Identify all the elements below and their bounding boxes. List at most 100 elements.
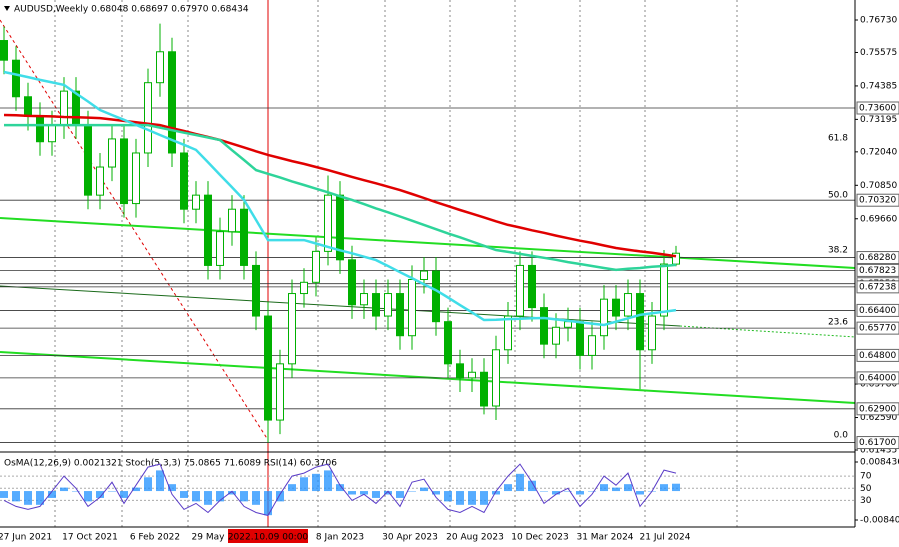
candle-body [492, 349, 500, 407]
osma-bar [84, 491, 92, 502]
osma-bar [228, 491, 236, 495]
candle-body [120, 138, 128, 205]
candle-body [276, 363, 284, 421]
osma-bar [168, 484, 176, 492]
candle-body [420, 270, 428, 280]
level-label: 0.66400 [859, 306, 896, 316]
y-tick-label: 0.73195 [860, 115, 897, 125]
osma-bar [420, 487, 428, 492]
candle-body [468, 371, 476, 379]
candle-body [96, 166, 104, 196]
candle-body [540, 307, 548, 345]
osma-bar [588, 491, 596, 492]
osma-bar [48, 491, 56, 498]
candle-body [264, 315, 272, 421]
indicator-level-label: 70 [860, 472, 872, 482]
candle-body [108, 138, 116, 168]
candle-body [60, 90, 68, 126]
candle-body [300, 281, 308, 295]
trendline [0, 217, 856, 269]
osma-bar [108, 491, 116, 492]
osma-bar [456, 491, 464, 505]
x-tick-label: 8 Jan 2023 [316, 533, 364, 543]
osma-bar [492, 491, 500, 495]
candle-body [636, 293, 644, 351]
level-label-box [856, 251, 899, 265]
candle-body [252, 264, 260, 317]
candle-body [600, 298, 608, 337]
level-label: 0.73600 [859, 103, 896, 113]
fib-label: 38.2 [828, 246, 848, 256]
candle-body [648, 315, 656, 351]
candle-body [384, 293, 392, 317]
candle-body [588, 335, 596, 356]
level-label-box [856, 321, 899, 335]
fib-label: 0.0 [834, 431, 849, 441]
candle-body [660, 263, 668, 317]
candle-body [576, 321, 584, 356]
y-tick-label: 0.75575 [860, 48, 897, 58]
y-tick-label: 0.61435 [860, 446, 897, 456]
osma-bar [624, 484, 632, 492]
level-label: 0.65770 [859, 324, 896, 334]
fib-label: 23.6 [828, 318, 848, 328]
candle-body [372, 293, 380, 317]
candle-body [504, 315, 512, 351]
osma-bar [612, 487, 620, 492]
candle-body [456, 363, 464, 379]
candle-body [516, 264, 524, 317]
level-label-box [856, 263, 899, 277]
osma-bar [252, 491, 260, 505]
level-label-box [856, 402, 899, 416]
y-tick-label: 0.69660 [860, 214, 897, 224]
osma-bar [288, 484, 296, 492]
osma-bar [180, 491, 188, 498]
candle-body [348, 259, 356, 306]
level-label: 0.67823 [859, 266, 896, 276]
x-tick-label: 31 Mar 2024 [576, 533, 633, 543]
indicator-tick-label: 0.0084368 [860, 458, 899, 468]
osma-bar [216, 491, 224, 502]
osma-bar [504, 484, 512, 492]
level-label: 0.64800 [859, 351, 896, 361]
osma-bar [480, 491, 488, 505]
y-tick-label: 0.63780 [860, 380, 897, 390]
osma-bar [348, 491, 356, 495]
candle-body [324, 194, 332, 252]
level-label: 0.70320 [859, 196, 896, 206]
candle-body [132, 152, 140, 205]
x-tick-label: 30 Apr 2023 [382, 533, 438, 543]
moving-average [3, 113, 677, 258]
trend-diagonal [0, 19, 269, 441]
levels [0, 107, 855, 443]
y-tick-label: 0.76730 [860, 16, 897, 26]
level-label-box [856, 193, 899, 207]
level-label: 0.64000 [859, 373, 896, 383]
candle-body [180, 152, 188, 210]
candle-body [432, 270, 440, 323]
osma-bar [204, 491, 212, 505]
candle-body [444, 321, 452, 365]
osma-bar [12, 491, 20, 502]
level-label-box [856, 280, 899, 294]
osma-bar [564, 491, 572, 492]
osma-bar [24, 491, 32, 505]
candle-body [216, 231, 224, 266]
indicator-level-label: 30 [860, 496, 872, 506]
level-label-box [856, 348, 899, 362]
candle-body [36, 115, 44, 143]
osma-bar [636, 491, 644, 495]
menu-arrow[interactable] [4, 6, 10, 11]
candle-body [288, 293, 296, 365]
osma-bar [432, 491, 440, 495]
osma-bar [192, 491, 200, 502]
candle-body [84, 124, 92, 196]
osma-bar [60, 487, 68, 492]
candle-body [396, 293, 404, 337]
candle-body [24, 96, 32, 117]
candle-body [204, 194, 212, 266]
level-label-box [856, 436, 899, 450]
x-label-box [228, 529, 308, 543]
trendline [0, 285, 681, 327]
